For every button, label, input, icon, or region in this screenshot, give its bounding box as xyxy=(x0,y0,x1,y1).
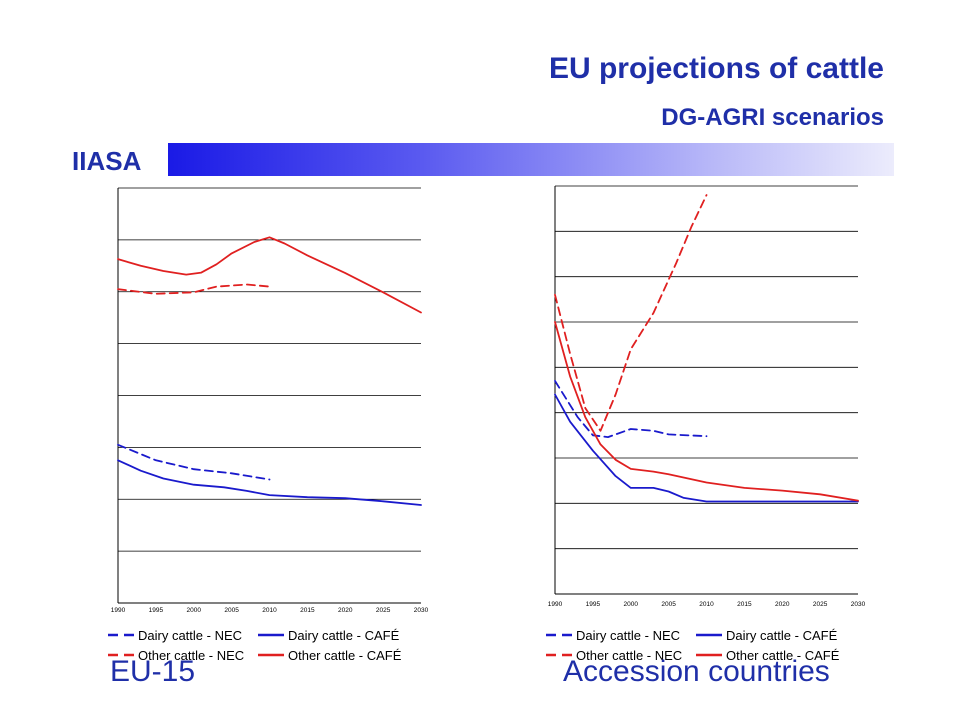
legend-swatch-other-cafe xyxy=(696,653,722,657)
x-tick-label: 1990 xyxy=(111,607,126,614)
legend-item: Dairy cattle - CAFÉ xyxy=(694,628,844,643)
x-tick-label: 2030 xyxy=(851,601,866,608)
legend-accession: Dairy cattle - NEC Dairy cattle - CAFÉ O… xyxy=(544,625,844,665)
x-tick-label: 2005 xyxy=(224,607,239,614)
legend-label: Other cattle - NEC xyxy=(576,647,683,663)
legend-item: Other cattle - CAFÉ xyxy=(256,648,406,663)
header-gradient-band xyxy=(168,143,894,176)
legend-label: Dairy cattle - NEC xyxy=(138,627,243,643)
legend-item: Other cattle - NEC xyxy=(544,648,694,663)
region-label-eu15: EU-15 xyxy=(110,655,196,688)
legend-swatch-other-cafe xyxy=(258,653,284,657)
legend-swatch-dairy-cafe xyxy=(696,633,722,637)
chart-accession-countries: 1990 1995 2000 2005 2010 2015 2020 2025 2030 xyxy=(548,185,866,608)
series-line xyxy=(554,321,859,502)
x-tick-label: 2015 xyxy=(300,607,315,614)
x-tick-label: 2000 xyxy=(624,601,639,608)
series-line xyxy=(117,236,422,314)
chart-eu15: 1990 1995 2000 2005 2010 2015 2020 2025 2030 xyxy=(111,187,429,614)
x-tick-label: 2020 xyxy=(775,601,790,608)
page-title: EU projections of cattle xyxy=(548,52,884,85)
legend-swatch-other-nec xyxy=(108,653,134,657)
x-tick-label: 2015 xyxy=(737,601,752,608)
legend-label: Other cattle - CAFÉ xyxy=(288,647,402,663)
legend-item: Dairy cattle - NEC xyxy=(544,628,694,643)
legend-label: Dairy cattle - CAFÉ xyxy=(726,627,838,643)
series-line xyxy=(117,443,271,481)
legend-label: Dairy cattle - CAFÉ xyxy=(288,627,400,643)
legend-item: Dairy cattle - NEC xyxy=(106,628,256,643)
x-tick-label: 2010 xyxy=(699,601,714,608)
series-line xyxy=(117,459,422,506)
x-tick-label: 1990 xyxy=(548,601,563,608)
x-tick-label: 2020 xyxy=(338,607,353,614)
x-tick-label: 2005 xyxy=(661,601,676,608)
legend-swatch-dairy-nec xyxy=(546,633,572,637)
legend-item: Dairy cattle - CAFÉ xyxy=(256,628,406,643)
legend-label: Other cattle - NEC xyxy=(138,647,245,663)
x-tick-label: 1995 xyxy=(149,607,164,614)
x-tick-label: 2025 xyxy=(813,601,828,608)
legend-item: Other cattle - CAFÉ xyxy=(694,648,844,663)
x-tick-label: 2025 xyxy=(376,607,391,614)
series-line xyxy=(554,393,859,503)
legend-eu15: Dairy cattle - NEC Dairy cattle - CAFÉ O… xyxy=(106,625,406,665)
org-label: IIASA xyxy=(72,146,142,176)
legend-label: Other cattle - CAFÉ xyxy=(726,647,840,663)
legend-item: Other cattle - NEC xyxy=(106,648,256,663)
series-line xyxy=(554,194,708,432)
x-tick-label: 2010 xyxy=(262,607,277,614)
legend-swatch-dairy-nec xyxy=(108,633,134,637)
series-line xyxy=(554,380,708,438)
x-tick-label: 2000 xyxy=(187,607,202,614)
x-tick-label: 1995 xyxy=(586,601,601,608)
page-subtitle: DG-AGRI scenarios xyxy=(661,104,884,131)
series-line xyxy=(117,283,271,295)
x-tick-label: 2030 xyxy=(414,607,429,614)
legend-label: Dairy cattle - NEC xyxy=(576,627,681,643)
legend-swatch-dairy-cafe xyxy=(258,633,284,637)
legend-swatch-other-nec xyxy=(546,653,572,657)
region-label-accession: Accession countries xyxy=(563,655,830,688)
